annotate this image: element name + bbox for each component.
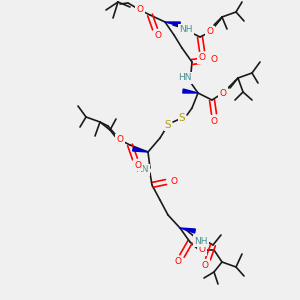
- Text: HN: HN: [178, 74, 192, 82]
- Text: S: S: [165, 120, 171, 130]
- Text: O: O: [211, 116, 218, 125]
- Text: O: O: [136, 5, 143, 14]
- Text: O: O: [175, 257, 182, 266]
- Polygon shape: [133, 147, 148, 152]
- Text: O: O: [199, 245, 206, 254]
- Text: S: S: [179, 113, 185, 123]
- Polygon shape: [165, 22, 180, 26]
- Text: O: O: [154, 32, 161, 40]
- Text: NH: NH: [179, 26, 193, 34]
- Text: O: O: [202, 260, 208, 269]
- Text: NH: NH: [194, 236, 208, 245]
- Polygon shape: [180, 228, 195, 233]
- Text: O: O: [211, 55, 218, 64]
- Text: O: O: [199, 53, 206, 62]
- Text: O: O: [134, 160, 142, 169]
- Polygon shape: [183, 89, 198, 93]
- Text: O: O: [220, 88, 226, 98]
- Text: O: O: [170, 176, 178, 185]
- Text: O: O: [116, 136, 124, 145]
- Text: HN: HN: [135, 166, 149, 175]
- Text: O: O: [206, 28, 214, 37]
